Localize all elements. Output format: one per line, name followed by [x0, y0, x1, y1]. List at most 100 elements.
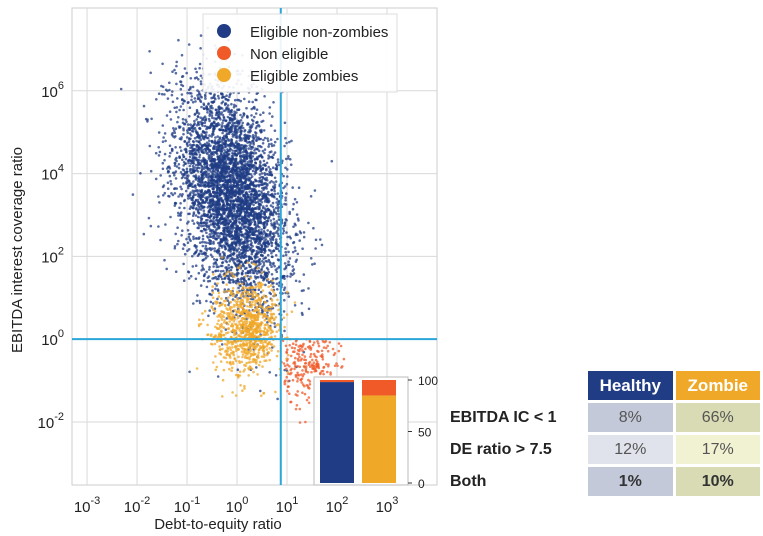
scatter-point — [178, 108, 181, 112]
scatter-point — [249, 239, 253, 242]
scatter-point — [287, 353, 290, 357]
scatter-point — [228, 180, 232, 183]
scatter-point — [192, 143, 196, 147]
scatter-point — [243, 239, 247, 243]
scatter-point — [258, 226, 261, 229]
scatter-point — [307, 221, 310, 225]
scatter-point — [194, 67, 197, 71]
scatter-point — [254, 225, 258, 228]
scatter-point — [188, 212, 191, 216]
scatter-point — [276, 267, 279, 270]
scatter-point — [228, 274, 231, 278]
scatter-point — [205, 198, 208, 202]
scatter-point — [186, 129, 189, 132]
scatter-point — [270, 241, 273, 244]
scatter-point — [242, 243, 246, 247]
scatter-point — [244, 147, 248, 150]
scatter-point — [249, 271, 252, 274]
scatter-point — [261, 275, 265, 279]
scatter-point — [161, 167, 165, 171]
scatter-point — [196, 170, 200, 173]
scatter-point — [214, 113, 218, 117]
scatter-point — [301, 313, 304, 317]
scatter-point — [212, 236, 215, 240]
scatter-point — [258, 203, 261, 207]
scatter-point — [247, 130, 250, 134]
scatter-point — [223, 145, 227, 149]
scatter-point — [233, 146, 236, 150]
scatter-point — [163, 132, 167, 135]
scatter-point — [319, 238, 322, 241]
scatter-point — [260, 180, 264, 184]
scatter-point — [291, 186, 295, 189]
scatter-point — [286, 175, 289, 178]
scatter-point — [250, 118, 254, 122]
scatter-point — [205, 241, 208, 245]
scatter-point — [268, 181, 272, 184]
scatter-point — [163, 159, 166, 162]
scatter-point — [219, 275, 223, 279]
scatter-point — [193, 156, 197, 160]
scatter-point — [255, 213, 259, 216]
scatter-point — [189, 123, 192, 126]
scatter-point — [213, 249, 217, 253]
scatter-point — [209, 223, 213, 226]
scatter-point — [210, 204, 214, 208]
scatter-point — [167, 170, 170, 173]
scatter-point — [236, 142, 240, 146]
scatter-point — [186, 176, 189, 179]
scatter-point — [283, 121, 287, 125]
scatter-point — [189, 274, 193, 278]
scatter-point — [236, 172, 240, 175]
scatter-point — [311, 364, 314, 368]
scatter-point — [303, 392, 307, 396]
scatter-point — [198, 136, 201, 139]
scatter-point — [223, 125, 226, 128]
scatter-point — [254, 207, 258, 210]
scatter-point — [186, 229, 190, 232]
scatter-point — [230, 265, 233, 269]
scatter-point — [202, 107, 206, 110]
scatter-point — [229, 147, 232, 151]
scatter-point — [191, 85, 195, 89]
scatter-point — [149, 224, 153, 228]
scatter-point — [188, 159, 191, 162]
scatter-point — [293, 222, 297, 226]
scatter-point — [201, 172, 205, 175]
scatter-point — [307, 396, 311, 399]
scatter-point — [309, 355, 312, 359]
scatter-point — [199, 284, 203, 287]
scatter-point — [285, 141, 288, 145]
scatter-point — [222, 211, 226, 215]
scatter-point — [294, 356, 297, 360]
scatter-point — [185, 71, 188, 75]
scatter-point — [231, 151, 234, 155]
scatter-point — [217, 139, 220, 142]
scatter-point — [187, 270, 190, 274]
scatter-point — [192, 235, 195, 239]
scatter-point — [237, 218, 240, 221]
scatter-point — [196, 208, 200, 212]
scatter-point — [176, 242, 179, 246]
scatter-point — [289, 275, 292, 278]
scatter-point — [171, 131, 174, 135]
scatter-point — [216, 169, 220, 172]
scatter-point — [289, 237, 293, 240]
scatter-point — [309, 352, 313, 356]
scatter-point — [191, 182, 194, 186]
scatter-point — [206, 111, 209, 114]
scatter-point — [191, 140, 195, 143]
scatter-point — [219, 158, 223, 162]
scatter-point — [184, 176, 187, 180]
scatter-point — [299, 359, 303, 362]
scatter-point — [161, 185, 165, 189]
scatter-point — [255, 216, 259, 220]
scatter-point — [206, 144, 210, 147]
scatter-point — [273, 264, 276, 268]
scatter-point — [267, 270, 271, 274]
scatter-point — [233, 262, 236, 265]
scatter-point — [162, 136, 165, 139]
scatter-point — [168, 155, 171, 158]
scatter-point — [246, 185, 250, 188]
scatter-point — [224, 196, 228, 199]
